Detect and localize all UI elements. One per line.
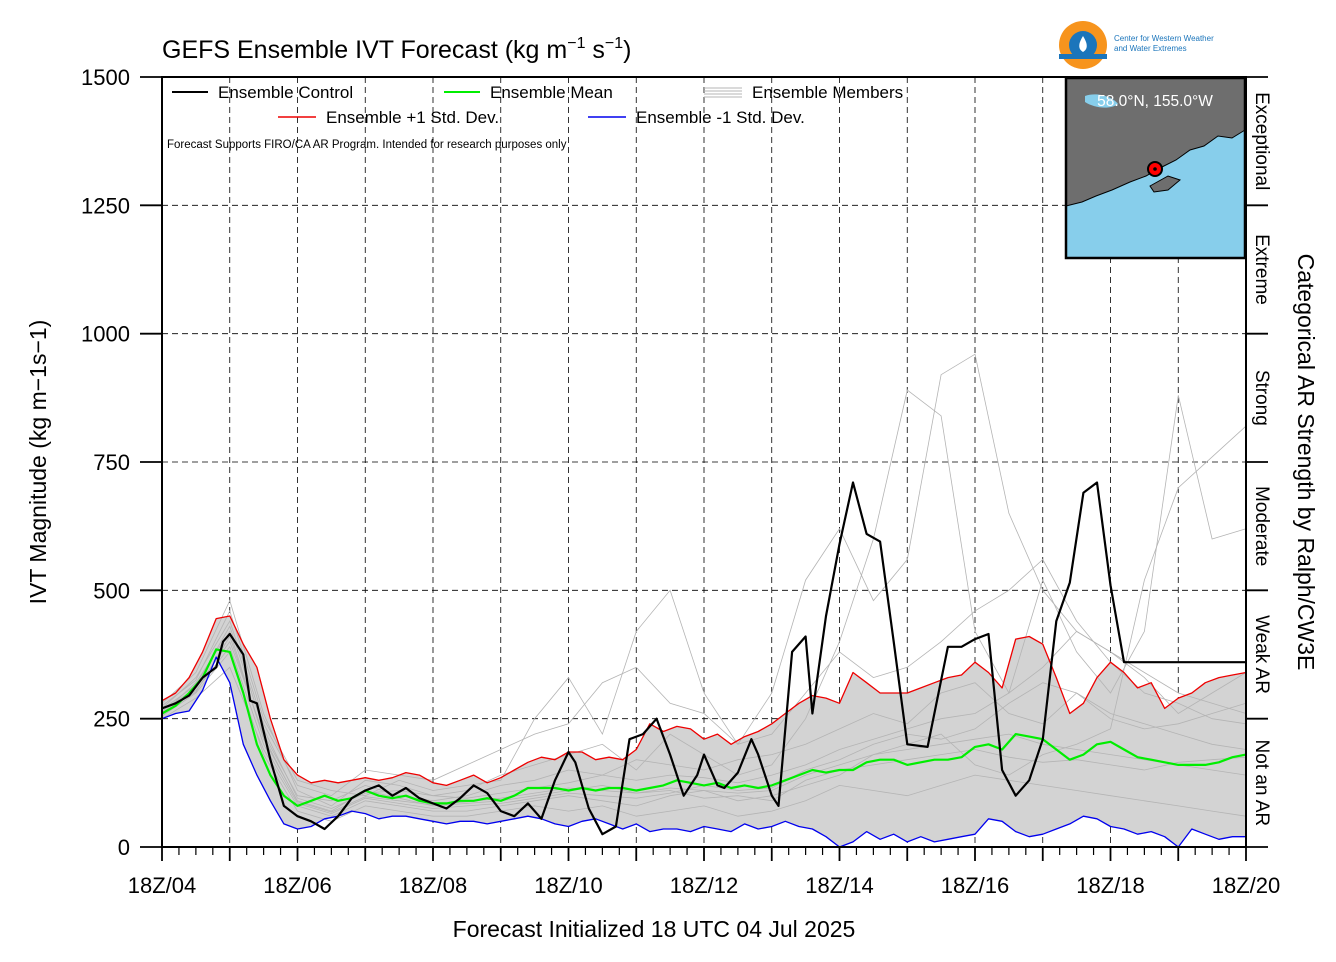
right-axis-label: Categorical AR Strength by Ralph/CW3E (1293, 254, 1319, 671)
category-label: Weak AR (1251, 615, 1272, 694)
series-control-line (161, 481, 1246, 836)
series-plus-sd-line (161, 615, 1247, 787)
y-tick-label: 1250 (81, 193, 130, 218)
y-tick-label: 500 (93, 578, 130, 603)
member-line (161, 635, 1247, 813)
member-line (161, 353, 1247, 797)
x-tick-label: 18Z/06 (263, 873, 332, 898)
category-label: Not an AR (1251, 739, 1272, 826)
category-label: Extreme (1251, 234, 1272, 305)
x-tick-label: 18Z/14 (805, 873, 874, 898)
inset-frame (1064, 76, 1247, 260)
logo-wave-icon (1059, 54, 1107, 59)
x-tick-label: 18Z/18 (1076, 873, 1145, 898)
inset-water-inlet (1085, 94, 1118, 108)
category-label: Strong (1251, 370, 1272, 426)
inset-island (1149, 175, 1182, 193)
x-axis-label: Forecast Initialized 18 UTC 04 Jul 2025 (453, 916, 856, 942)
location-inset-map: 58.0°N, 155.0°W (1064, 76, 1247, 260)
x-tick-label: 18Z/08 (399, 873, 468, 898)
legend-label-mean: Ensemble Mean (490, 83, 613, 102)
y-tick-label: 1000 (81, 322, 130, 347)
cw3e-logo: Center for Western Weather and Water Ext… (1059, 21, 1214, 69)
member-line (161, 625, 1247, 809)
inset-land (1065, 77, 1246, 207)
grid-lines (162, 77, 1246, 847)
water-drop-icon (1079, 36, 1087, 52)
y-axis-label: IVT Magnitude (kg m−1s−1) (25, 320, 51, 605)
y-tick-label: 1500 (81, 65, 130, 90)
member-line (161, 630, 1247, 812)
chart-title: GEFS Ensemble IVT Forecast (kg m−1 s−1) (162, 35, 632, 64)
x-tick-label: 18Z/10 (534, 873, 603, 898)
series-mean-line (161, 648, 1247, 808)
category-label: Exceptional (1251, 92, 1272, 190)
spread-band-fill (162, 616, 1246, 847)
logo-text-line2: and Water Extremes (1114, 44, 1187, 53)
category-label: Moderate (1251, 486, 1272, 566)
spread-band (162, 616, 1246, 847)
axis-labels: 18Z/04 18Z/06 18Z/08 18Z/10 18Z/12 18Z/14 18Z/… (25, 65, 1319, 942)
x-tick-label: 18Z/20 (1212, 873, 1281, 898)
y-tick-label: 0 (118, 835, 130, 860)
inset-location-label: 58.0°N, 155.0°W (1097, 93, 1213, 110)
member-line (161, 558, 1247, 797)
series-lines (161, 481, 1247, 848)
logo-text-line1: Center for Western Weather (1114, 34, 1214, 43)
series-minus-sd-line (161, 656, 1246, 848)
member-line (161, 651, 1247, 822)
x-tick-label: 18Z/12 (670, 873, 739, 898)
x-tick-label: 18Z/04 (128, 873, 197, 898)
legend-label-members: Ensemble Members (752, 83, 903, 102)
legend-label-plus-sd: Ensemble +1 Std. Dev. (326, 108, 499, 127)
y-tick-label: 250 (93, 707, 130, 732)
disclaimer-text: Forecast Supports FIRO/CA AR Program. In… (167, 139, 567, 151)
axes (140, 76, 1268, 861)
y-tick-label: 750 (93, 450, 130, 475)
x-tick-label: 18Z/16 (941, 873, 1010, 898)
location-marker-center (1153, 167, 1157, 171)
legend: Ensemble Control Ensemble Mean Ensemble … (167, 83, 903, 151)
legend-label-minus-sd: Ensemble -1 Std. Dev. (636, 108, 805, 127)
legend-label-control: Ensemble Control (218, 83, 353, 102)
